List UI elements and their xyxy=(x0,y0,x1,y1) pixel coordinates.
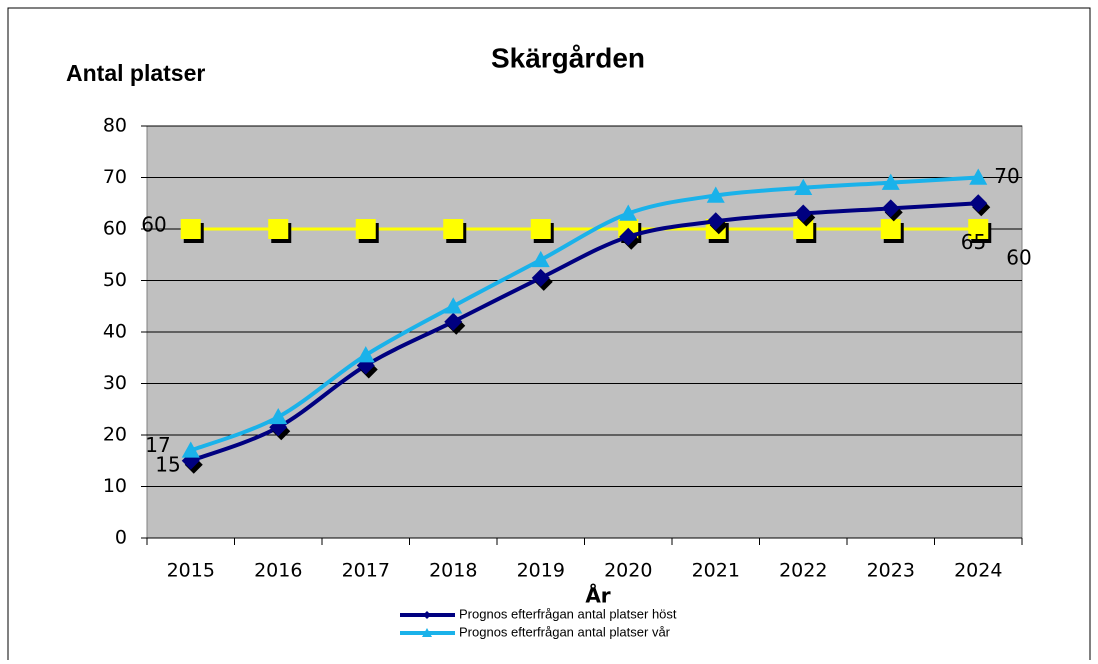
x-tick-label: 2021 xyxy=(692,560,740,582)
y-tick-label: 30 xyxy=(103,372,127,394)
data-label: 15 xyxy=(155,452,180,476)
y-tick-label: 10 xyxy=(103,475,127,497)
marker xyxy=(706,186,725,203)
marker xyxy=(444,297,463,314)
chart-title: Skärgården xyxy=(491,42,645,73)
marker xyxy=(268,219,289,239)
legend-label: Prognos efterfrågan antal platser höst xyxy=(459,606,677,621)
marker xyxy=(969,168,988,185)
marker xyxy=(531,268,550,287)
line xyxy=(190,175,979,453)
y-tick-label: 80 xyxy=(103,115,127,137)
line xyxy=(190,201,979,463)
x-tick-label: 2022 xyxy=(779,560,827,582)
x-tick-label: 2018 xyxy=(429,560,477,582)
marker xyxy=(443,219,464,239)
y-axis-label: Antal platser xyxy=(66,60,205,86)
legend-label: Prognos efterfrågan antal platser vår xyxy=(459,624,671,639)
y-tick-label: 20 xyxy=(103,424,127,446)
y-tick-label: 0 xyxy=(115,527,127,549)
x-tick-label: 2015 xyxy=(167,560,215,582)
y-tick-label: 40 xyxy=(103,321,127,343)
marker xyxy=(530,219,551,239)
marker xyxy=(880,219,901,239)
marker xyxy=(794,204,813,223)
y-tick-label: 60 xyxy=(103,218,127,240)
data-label: 65 xyxy=(961,230,986,254)
marker xyxy=(968,219,989,239)
marker xyxy=(619,204,638,221)
legend-marker xyxy=(423,611,431,619)
marker xyxy=(619,227,638,246)
marker xyxy=(706,212,725,231)
marker xyxy=(881,173,900,190)
x-tick-label: 2023 xyxy=(867,560,915,582)
data-label: 60 xyxy=(141,213,166,237)
x-axis-label: År xyxy=(585,584,610,608)
marker xyxy=(269,407,288,425)
legend-marker xyxy=(422,628,432,637)
y-tick-label: 50 xyxy=(103,269,127,291)
marker xyxy=(969,194,988,213)
marker xyxy=(355,219,376,239)
marker xyxy=(181,441,200,458)
x-tick-label: 2024 xyxy=(954,560,1002,582)
data-label: 70 xyxy=(994,164,1019,188)
marker xyxy=(531,250,550,268)
x-tick-label: 2020 xyxy=(604,560,652,582)
x-tick-label: 2016 xyxy=(254,560,302,582)
data-label: 60 xyxy=(1006,246,1031,270)
x-tick-label: 2019 xyxy=(517,560,565,582)
marker xyxy=(180,219,201,239)
legend: Prognos efterfrågan antal platser höst Pr… xyxy=(400,606,677,639)
x-tick-label: 2017 xyxy=(342,560,390,582)
y-tick-label: 70 xyxy=(103,166,127,188)
data-label: 17 xyxy=(145,433,170,457)
marker xyxy=(794,178,813,195)
marker xyxy=(356,346,375,363)
marker xyxy=(881,199,900,218)
marker xyxy=(444,312,463,331)
